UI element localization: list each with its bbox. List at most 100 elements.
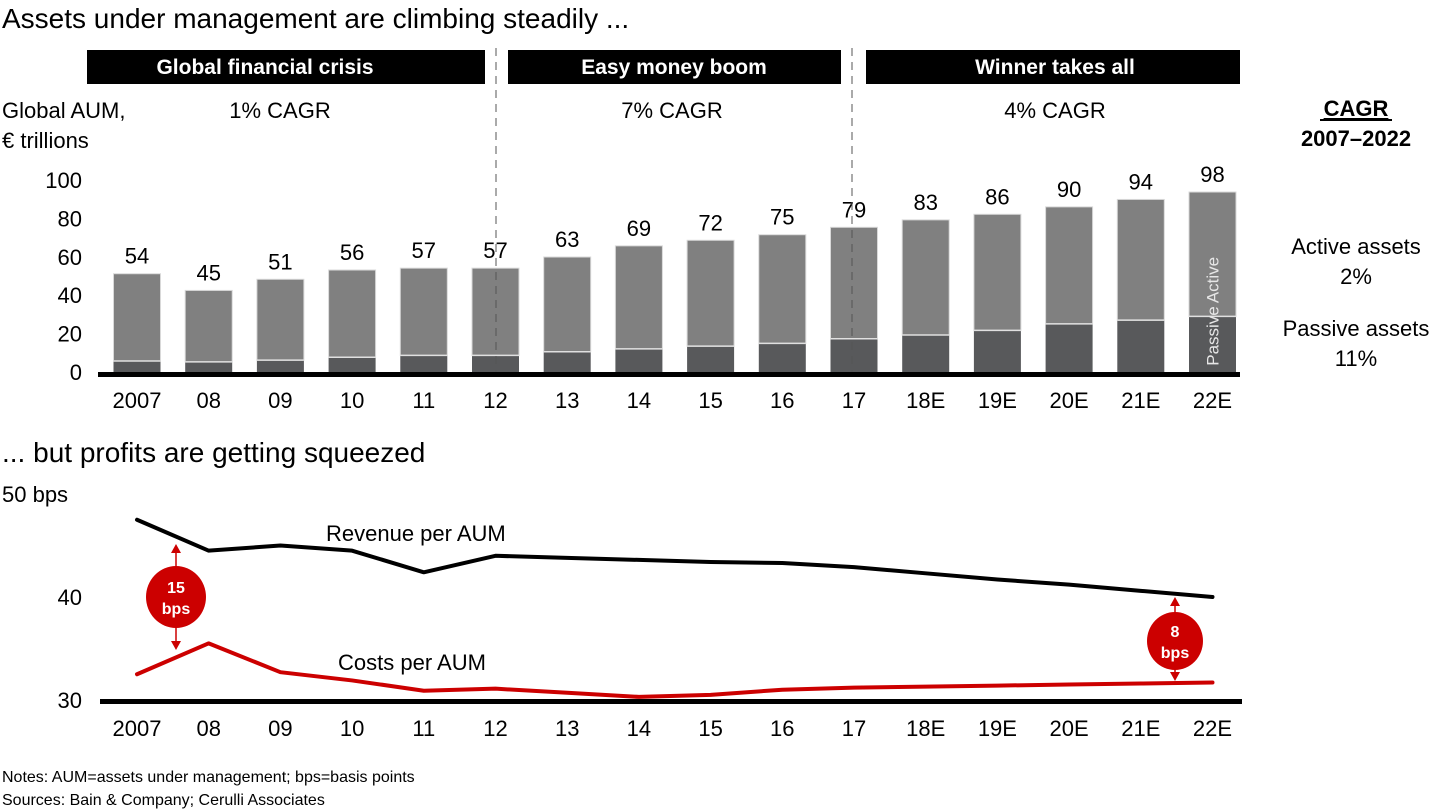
bar-segment-active — [328, 269, 377, 358]
line-x-tick-label: 21E — [1121, 716, 1160, 741]
bar-group: 90 — [1045, 177, 1094, 374]
bar-segment-active — [113, 273, 161, 362]
bar-segment-active — [256, 278, 305, 361]
bar-segment-passive — [687, 346, 735, 374]
bar-group: 45 — [184, 260, 233, 374]
bar-segment-active — [471, 267, 520, 356]
bar-x-tick-label: 2007 — [113, 388, 162, 413]
bar-segment-active — [399, 267, 448, 356]
bar-segment-passive — [543, 351, 591, 374]
period-band-gfc: Global financial crisis — [87, 50, 485, 84]
bar-segment-active — [901, 219, 950, 336]
bar-total-label: 98 — [1200, 162, 1224, 187]
notes-line: Notes: AUM=assets under management; bps=… — [2, 769, 415, 786]
bar-total-label: 51 — [268, 249, 292, 274]
cagr-panel-range: 2007–2022 — [1301, 126, 1411, 151]
bar-total-label: 54 — [125, 244, 149, 269]
bar-segment-passive — [328, 357, 376, 374]
line-series — [135, 517, 1215, 699]
bar-segment-passive — [1117, 320, 1165, 374]
bar-x-tick-label: 13 — [555, 388, 579, 413]
bar-total-label: 63 — [555, 227, 579, 252]
bar-x-tick-label: 14 — [627, 388, 651, 413]
bar-y-tick-label: 0 — [70, 360, 82, 385]
bar-segment-passive — [830, 338, 878, 374]
line-x-tick-label: 15 — [698, 716, 722, 741]
arrow-down-icon — [171, 641, 181, 650]
y-axis-label-line1: Global AUM, — [2, 98, 126, 123]
bar-y-ticks: 0 20 40 60 80 100 — [45, 168, 82, 385]
bar-group: 56 — [328, 240, 377, 374]
bar-total-label: 75 — [770, 205, 794, 230]
line-x-axis — [100, 699, 1242, 704]
period-band-easy-money-label: Easy money boom — [581, 56, 767, 79]
bar-segment-active — [1188, 191, 1237, 317]
line-x-ticks: 2007 08 09 10 11 12 13 14 15 16 17 18E 19E 20E 21E 22E — [113, 716, 1233, 741]
bar-segment-passive — [472, 355, 519, 374]
sources-line: Sources: Bain & Company; Cerulli Associa… — [2, 792, 325, 809]
bar-x-tick-label: 08 — [196, 388, 220, 413]
bar-segment-active — [973, 213, 1022, 331]
period-cagr-gfc: 1% CAGR — [229, 98, 330, 123]
line-y-tick-label: 40 — [58, 585, 82, 610]
bar-total-label: 83 — [913, 190, 937, 215]
bottom-chart-title: ... but profits are getting squeezed — [2, 437, 425, 468]
bar-x-tick-label: 16 — [770, 388, 794, 413]
bar-x-tick-label: 17 — [842, 388, 866, 413]
bar-group: 94 — [1116, 169, 1165, 374]
gap-bubble-unit: bps — [1161, 645, 1190, 662]
gap-bubble-unit: bps — [162, 601, 191, 618]
period-band-gfc-bg — [87, 50, 485, 84]
bar-group: 98 — [1188, 162, 1237, 374]
bar-y-tick-label: 100 — [45, 168, 82, 193]
bar-x-tick-label: 19E — [978, 388, 1017, 413]
gap-bubble — [1147, 612, 1203, 670]
bar-group: 75 — [758, 205, 807, 374]
arrow-down-icon — [1170, 672, 1180, 681]
period-band-gfc-label: Global financial crisis — [156, 56, 373, 79]
bar-total-label: 90 — [1057, 177, 1081, 202]
bar-segment-active — [830, 226, 878, 340]
period-cagr-easy-money: 7% CAGR — [621, 98, 722, 123]
bar-segment-passive — [973, 330, 1021, 374]
period-band-winner: Winner takes all — [866, 50, 1240, 84]
period-dividers — [495, 48, 853, 372]
line-x-tick-label: 13 — [555, 716, 579, 741]
line-y-tick-label: 50 bps — [2, 482, 68, 507]
bar-y-tick-label: 60 — [58, 245, 82, 270]
bar-group: 86 — [973, 184, 1022, 374]
bar-x-tick-label: 21E — [1121, 388, 1160, 413]
bar-segment-active — [686, 239, 735, 347]
cagr-passive-value: 11% — [1335, 346, 1377, 371]
bar-group: 51 — [256, 249, 305, 374]
bar-x-ticks: 2007 08 09 10 11 12 13 14 15 16 17 18E 19E 20E 21E 22E — [113, 388, 1233, 413]
bar-segment-active — [1116, 198, 1165, 321]
line-x-tick-label: 12 — [483, 716, 507, 741]
bar-group: 63 — [543, 227, 592, 374]
bar-group: 72 — [686, 210, 735, 374]
bar-group: 54 — [113, 244, 161, 374]
bar-y-tick-label: 40 — [58, 283, 82, 308]
line-y-tick-label: 30 — [58, 688, 82, 713]
gap-annotation-2007: 15 bps — [146, 544, 206, 650]
bar-segment-active — [614, 245, 663, 350]
period-band-winner-bg — [866, 50, 1240, 84]
line-x-tick-label: 22E — [1193, 716, 1232, 741]
passive-segment-label: Passive — [1204, 306, 1223, 366]
bar-segment-active — [184, 289, 233, 363]
bar-total-label: 57 — [412, 238, 436, 263]
revenue-line — [135, 517, 1215, 599]
line-x-tick-label: 14 — [627, 716, 651, 741]
cagr-panel-heading: CAGR — [1324, 96, 1389, 121]
bar-group: 69 — [614, 216, 663, 374]
bar-total-label: 94 — [1129, 169, 1153, 194]
line-x-tick-label: 09 — [268, 716, 292, 741]
active-segment-label: Active — [1204, 257, 1223, 303]
bar-series: 54 45 51 56 57 57 63 69 72 75 79 83 86 90 94 98 Active Pa… — [113, 162, 1237, 374]
y-axis-label-line2: € trillions — [2, 128, 89, 153]
line-x-tick-label: 18E — [906, 716, 945, 741]
line-x-tick-label: 17 — [842, 716, 866, 741]
cagr-active-value: 2% — [1340, 264, 1372, 289]
bar-segment-passive — [902, 335, 950, 374]
